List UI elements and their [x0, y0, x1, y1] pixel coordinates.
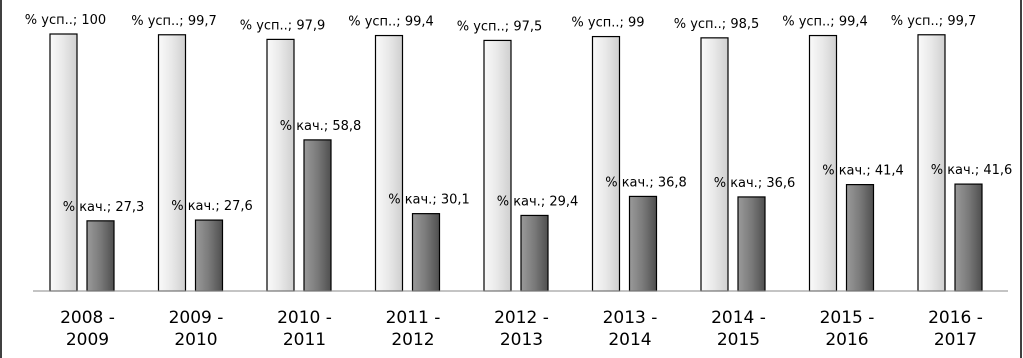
bar-usp-8: [808, 34, 838, 292]
data-label-kach-3: % кач.; 58,8: [280, 119, 362, 134]
data-label-kach-8: % кач.; 41,4: [822, 164, 904, 179]
x-tick-label-7-line-1: 2014 -: [711, 308, 766, 328]
x-tick-label-7-line-2: 2015: [717, 330, 760, 350]
bar-usp-3: [266, 38, 295, 292]
x-tick-label-1-line-1: 2008 -: [60, 308, 115, 328]
bar-kach-2: [194, 219, 224, 292]
bar-usp-6: [591, 35, 621, 292]
bar-kach-3: [303, 139, 332, 292]
data-labels-group: % усп..; 100 % кач.; 27,3 % усп..; 99,7 % к…: [25, 13, 1013, 215]
data-label-usp-9: % усп..; 99,7: [891, 14, 977, 29]
bar-usp-1: [49, 33, 78, 292]
data-label-usp-1: % усп..; 100: [25, 13, 106, 28]
bar-usp-5: [483, 39, 512, 292]
x-tick-label-3-line-2: 2011: [283, 330, 326, 350]
data-label-kach-7: % кач.; 36,6: [714, 176, 796, 191]
x-tick-label-4-line-2: 2012: [391, 330, 434, 350]
data-label-kach-1: % кач.; 27,3: [63, 200, 145, 215]
bar-kach-5: [520, 214, 549, 292]
x-tick-label-1-line-2: 2009: [66, 330, 109, 350]
bar-usp-4: [374, 34, 404, 292]
data-label-usp-2: % усп..; 99,7: [131, 14, 217, 29]
x-tick-label-5-line-2: 2013: [500, 330, 543, 350]
data-label-kach-4: % кач.; 30,1: [388, 193, 470, 208]
x-tick-label-6-line-2: 2014: [608, 330, 651, 350]
x-tick-label-9-line-2: 2017: [934, 330, 977, 350]
bar-kach-8: [845, 184, 875, 292]
data-label-kach-2: % кач.; 27,6: [171, 199, 253, 214]
data-label-usp-3: % усп..; 97,9: [240, 18, 326, 33]
data-label-usp-8: % усп..; 99,4: [782, 15, 868, 30]
data-label-kach-6: % кач.; 36,8: [605, 175, 687, 190]
bar-kach-6: [628, 195, 658, 292]
x-tick-label-8-line-2: 2016: [825, 330, 868, 350]
bar-usp-7: [700, 37, 729, 292]
data-label-kach-9: % кач.; 41,6: [931, 163, 1013, 178]
data-label-usp-5: % усп..; 97,5: [457, 19, 543, 34]
x-tick-label-8-line-1: 2015 -: [820, 308, 875, 328]
x-tick-label-5-line-1: 2012 -: [494, 308, 549, 328]
x-tick-label-4-line-1: 2011 -: [386, 308, 441, 328]
x-tick-label-6-line-1: 2013 -: [603, 308, 658, 328]
bars-group: [49, 33, 983, 292]
bar-kach-1: [86, 220, 115, 292]
bar-usp-9: [917, 34, 946, 292]
bar-kach-9: [954, 183, 983, 292]
x-tick-label-2-line-2: 2010: [174, 330, 217, 350]
x-tick-label-9-line-1: 2016 -: [928, 308, 983, 328]
data-label-usp-6: % усп..; 99: [571, 16, 644, 31]
x-tick-label-2-line-1: 2009 -: [169, 308, 224, 328]
data-label-kach-5: % кач.; 29,4: [497, 194, 579, 209]
x-tick-label-3-line-1: 2010 -: [277, 308, 332, 328]
data-label-usp-4: % усп..; 99,4: [348, 15, 434, 30]
data-label-usp-7: % усп..; 98,5: [674, 17, 760, 32]
bar-kach-7: [737, 196, 766, 292]
bar-kach-4: [411, 213, 441, 292]
bar-usp-2: [157, 34, 187, 292]
